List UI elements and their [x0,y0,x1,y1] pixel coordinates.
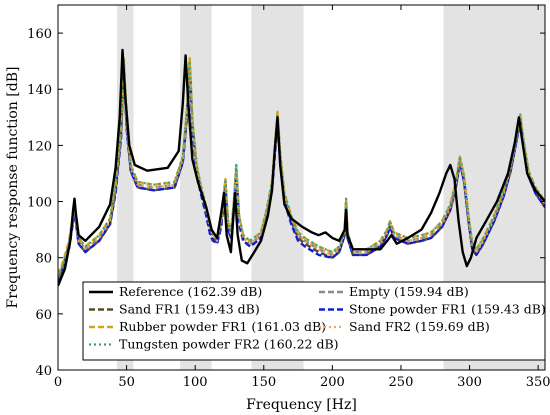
x-tick-label: 350 [526,375,550,390]
ticks: 0 50 100 150 200 250 300 350 40 60 80 100 120 140 160 [27,5,550,390]
y-tick-label: 100 [27,196,52,211]
axes [57,4,546,371]
legend-entry: Sand FR2 (159.69 dB) [319,319,490,334]
legend-label: Stone powder FR1 (159.43 dB) [349,302,546,317]
series-line-5 [58,60,545,278]
legend: Reference (162.39 dB) Empty (159.94 dB) Sa… [82,281,546,361]
x-tick-label: 100 [183,375,208,390]
legend-entry: Rubber powder FR1 (161.03 dB) [89,319,326,334]
series-layer [58,48,545,287]
x-tick-label: 0 [54,375,62,390]
legend-entry: Reference (162.39 dB) [89,284,262,299]
x-tick-label: 300 [457,375,482,390]
y-tick-label: 120 [27,139,52,154]
x-tick-label: 250 [389,375,414,390]
legend-label: Sand FR1 (159.43 dB) [119,302,260,317]
legend-label: Rubber powder FR1 (161.03 dB) [119,319,326,334]
legend-box [82,281,546,361]
y-axis-label: Frequency response function [dB] [5,67,21,309]
y-tick-label: 160 [27,27,52,42]
legend-entry: Tungsten powder FR2 (160.22 dB) [89,337,339,352]
x-tick-label: 50 [118,375,135,390]
x-axis-label: Frequency [Hz] [246,397,357,413]
y-tick-label: 40 [35,364,52,379]
x-tick-label: 200 [320,375,345,390]
legend-entry: Empty (159.94 dB) [319,284,469,299]
y-tick-label: 80 [35,252,52,267]
legend-entry: Stone powder FR1 (159.43 dB) [319,302,546,317]
legend-label: Reference (162.39 dB) [119,284,262,299]
y-tick-label: 140 [27,83,52,98]
legend-label: Tungsten powder FR2 (160.22 dB) [119,337,339,352]
x-tick-label: 150 [251,375,276,390]
series-line-0 [58,48,545,287]
legend-label: Empty (159.94 dB) [349,284,469,299]
legend-entry: Sand FR1 (159.43 dB) [89,302,260,317]
legend-label: Sand FR2 (159.69 dB) [349,319,490,334]
plot-frame [57,4,546,371]
y-tick-label: 60 [35,308,52,323]
